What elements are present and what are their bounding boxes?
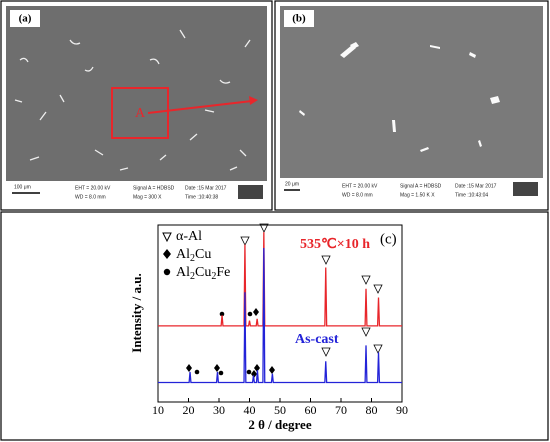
info-text: Mag = 300 X xyxy=(133,194,162,200)
label-box xyxy=(284,10,314,27)
legend-text: 2 xyxy=(190,271,195,282)
info-text: WD = 8.0 mm xyxy=(75,194,106,200)
x-tick-label: 20 xyxy=(183,403,195,417)
panel-c: (c) 2 θ / degree Intensity / a.u. 10 20 30… xyxy=(0,211,549,441)
legend-text: Al xyxy=(176,265,190,280)
logo xyxy=(513,182,538,196)
x-tick-label: 70 xyxy=(335,403,347,417)
region-label: A xyxy=(135,106,146,121)
legend-label: α-Al xyxy=(176,229,202,244)
info-text: Signal A = HDBSD xyxy=(133,185,175,191)
series-label: 535℃×10 h xyxy=(300,237,370,252)
panel-label: (b) xyxy=(292,13,306,25)
region-box xyxy=(111,87,169,139)
x-axis-label: 2 θ / degree xyxy=(248,417,311,432)
info-text: Signal A = HDBSD xyxy=(400,183,442,189)
legend-text: Al xyxy=(176,247,190,262)
peak-markers xyxy=(240,223,383,357)
x-tick-label: 60 xyxy=(305,403,317,417)
info-text: EHT = 20.00 kV xyxy=(75,185,111,191)
x-tick-label: 90 xyxy=(396,403,408,417)
legend-text: 2 xyxy=(190,253,195,264)
info-text: Time :10:43:04 xyxy=(455,192,488,198)
arrow-head xyxy=(249,96,258,105)
info-text: WD = 8.0 mm xyxy=(342,192,373,198)
legend-text: Fe xyxy=(216,265,230,280)
legend-text: Cu xyxy=(195,247,211,262)
x-tick-label: 50 xyxy=(274,403,286,417)
y-axis-label: Intensity / a.u. xyxy=(129,273,144,352)
info-text: Date :15 Mar 2017 xyxy=(185,185,227,191)
label-box xyxy=(10,10,40,27)
particles xyxy=(299,42,500,152)
x-tick-label: 80 xyxy=(366,403,378,417)
x-tick-label: 30 xyxy=(213,403,225,417)
legend-text: α-Al xyxy=(176,229,202,244)
logo xyxy=(238,185,263,199)
series-label: As-cast xyxy=(295,332,339,347)
scale-text: 100 μm xyxy=(14,184,31,190)
panel-label: (c) xyxy=(380,231,397,247)
panel-b: (b) 20 μm EHT = 20.00 kV WD = 8.0 mm Sig… xyxy=(274,0,549,211)
x-tick-label: 40 xyxy=(244,403,256,417)
legend-text: 2 xyxy=(211,271,216,282)
sem-image xyxy=(6,6,267,181)
legend-symbol xyxy=(163,249,171,259)
legend-symbol xyxy=(163,268,171,276)
particles xyxy=(14,29,251,171)
legend-label: Al2Cu2Fe xyxy=(176,265,230,282)
x-tick-label: 10 xyxy=(152,403,164,417)
scale-text: 20 μm xyxy=(285,181,299,187)
peak-markers xyxy=(186,308,275,378)
legend-symbol xyxy=(162,232,172,243)
series-line xyxy=(158,248,402,384)
info-text: EHT = 20.00 kV xyxy=(342,183,378,189)
info-text: Time :10:40:38 xyxy=(185,194,218,200)
panel-a: A (a) 100 μm EHT = 20.00 kV WD = 8.0 mm … xyxy=(0,0,273,211)
sem-image xyxy=(280,6,543,178)
panel-label: (a) xyxy=(19,13,32,25)
info-text: Mag = 1.50 K X xyxy=(400,192,435,198)
info-text: Date :15 Mar 2017 xyxy=(455,183,497,189)
arrow xyxy=(147,100,253,114)
legend-label: Al2Cu xyxy=(176,247,211,264)
legend-text: Cu xyxy=(195,265,211,280)
